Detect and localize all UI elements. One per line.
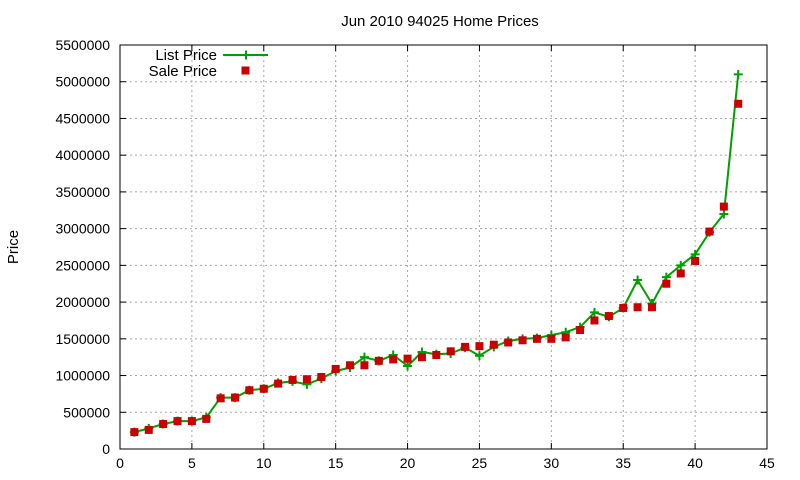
sale-price-point [288,375,297,384]
sale-price-point [159,420,168,429]
sale-price-point [259,384,268,393]
sale-price-point [576,326,585,335]
sale-price-point [202,414,211,423]
sale-price-point [446,347,455,356]
list-price-point [733,69,743,79]
sale-price-point [619,303,628,312]
sale-price-point [274,379,283,388]
legend: List Price Sale Price [149,47,268,80]
grid [120,45,767,449]
sale-price-point [130,428,139,437]
sale-price-point [590,316,599,325]
list-price-point [589,307,599,317]
sale-price-point [705,227,714,236]
y-tick-label: 4000000 [55,147,110,163]
list-price-point [633,275,643,285]
list-price-point [676,260,686,270]
y-axis-label: Price [5,230,22,264]
sale-price-point [187,417,196,426]
sale-price-point [561,333,570,342]
sale-price-point [216,394,225,403]
x-tick-label: 25 [472,455,488,471]
sale-price-point [245,386,254,395]
y-tick-label: 5000000 [55,74,110,90]
sale-price-point [302,375,311,384]
sale-price-point [633,303,642,312]
x-tick-label: 20 [400,455,416,471]
y-tick-label: 4500000 [55,110,110,126]
sale-price-point [504,338,513,347]
x-tick-label: 0 [116,455,124,471]
sale-price-point [331,364,340,373]
legend-marker-list-price [241,50,251,60]
list-price-line [134,74,740,434]
sale-price-point [346,361,355,370]
series [129,69,743,437]
legend-label-list-price: List Price [155,47,217,64]
sale-price-point [547,334,556,343]
sale-price-point [403,354,412,363]
x-tick-label: 35 [615,455,631,471]
sale-price-point [475,342,484,351]
sale-price-point [317,373,326,382]
list-price-point [403,361,413,371]
y-tick-label: 2500000 [55,257,110,273]
sale-price-point [417,353,426,362]
y-tick-label: 1000000 [55,368,110,384]
sale-price-point [518,336,527,345]
sale-price-point [647,303,656,312]
sale-price-point [360,361,369,370]
y-tick-label: 5500000 [55,37,110,53]
list-price-point [474,351,484,361]
sale-price-point [532,334,541,343]
sale-price-point [676,269,685,278]
sale-price-point [389,355,398,364]
x-tick-label: 10 [256,455,272,471]
y-tick-label: 2000000 [55,294,110,310]
legend-label-sale-price: Sale Price [149,63,217,80]
x-tick-label: 5 [188,455,196,471]
y-tick-label: 0 [102,441,110,457]
y-tick-label: 3000000 [55,221,110,237]
sale-price-point [662,279,671,288]
x-tick-label: 15 [328,455,344,471]
x-tick-label: 40 [687,455,703,471]
sale-price-point [604,312,613,321]
sale-price-point [231,393,240,402]
list-price-point [359,352,369,362]
sale-price-point [719,202,728,211]
y-tick-label: 500000 [63,404,110,420]
sale-price-point [734,99,743,108]
sale-price-point [461,342,470,351]
sale-price-point [432,350,441,359]
legend-marker-sale-price [241,66,250,75]
sale-price-point [144,425,153,434]
sale-price-point [374,356,383,365]
sale-price-point [489,340,498,349]
sale-price-point [173,417,182,426]
chart-title: Jun 2010 94025 Home Prices [341,13,539,30]
y-tick-label: 3500000 [55,184,110,200]
plot-frame [119,44,768,450]
list-price-point [719,209,729,219]
y-tick-label: 1500000 [55,331,110,347]
sale-price-point [691,256,700,265]
ticks: 0 5 10 15 20 25 30 35 40 45 0 500000 1000000 1500000 2… [55,37,775,471]
x-tick-label: 45 [759,455,775,471]
x-tick-label: 30 [544,455,560,471]
